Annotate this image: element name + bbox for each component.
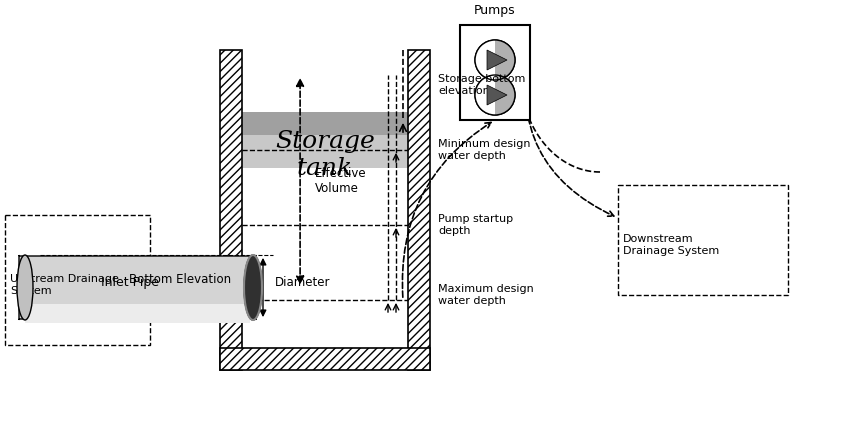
Bar (618, 185, 788, 295)
Bar (408, 50, 430, 370)
Circle shape (475, 75, 515, 115)
Wedge shape (475, 40, 495, 80)
Text: Pump startup
depth: Pump startup depth (438, 214, 513, 236)
Polygon shape (487, 85, 507, 105)
Wedge shape (495, 75, 515, 115)
Bar (25, 304, 250, 323)
Bar (242, 135, 408, 168)
Text: Downstream
Drainage System: Downstream Drainage System (623, 234, 719, 256)
Polygon shape (487, 50, 507, 70)
Text: Storage
tank: Storage tank (275, 130, 375, 180)
Bar (242, 112, 408, 168)
Text: Pumps: Pumps (474, 4, 516, 17)
Text: Maximum design
water depth: Maximum design water depth (438, 284, 533, 306)
Text: Storage bottom
elevation: Storage bottom elevation (438, 74, 526, 96)
Bar (242, 50, 408, 348)
Bar (220, 50, 242, 370)
Text: Upstream Drainage
System: Upstream Drainage System (10, 274, 119, 296)
Text: Minimum design
water depth: Minimum design water depth (438, 139, 531, 161)
Ellipse shape (244, 255, 262, 320)
Wedge shape (475, 75, 495, 115)
Bar (460, 25, 530, 120)
Text: Bottom Elevation: Bottom Elevation (129, 273, 231, 286)
Text: Inlet Pipe: Inlet Pipe (101, 276, 159, 289)
FancyBboxPatch shape (19, 255, 256, 320)
Bar (220, 348, 430, 370)
Text: Effective
Volume: Effective Volume (315, 167, 366, 195)
Wedge shape (495, 40, 515, 80)
Circle shape (475, 40, 515, 80)
Ellipse shape (17, 255, 33, 320)
Bar (5, 215, 150, 345)
Text: Diameter: Diameter (275, 276, 331, 289)
